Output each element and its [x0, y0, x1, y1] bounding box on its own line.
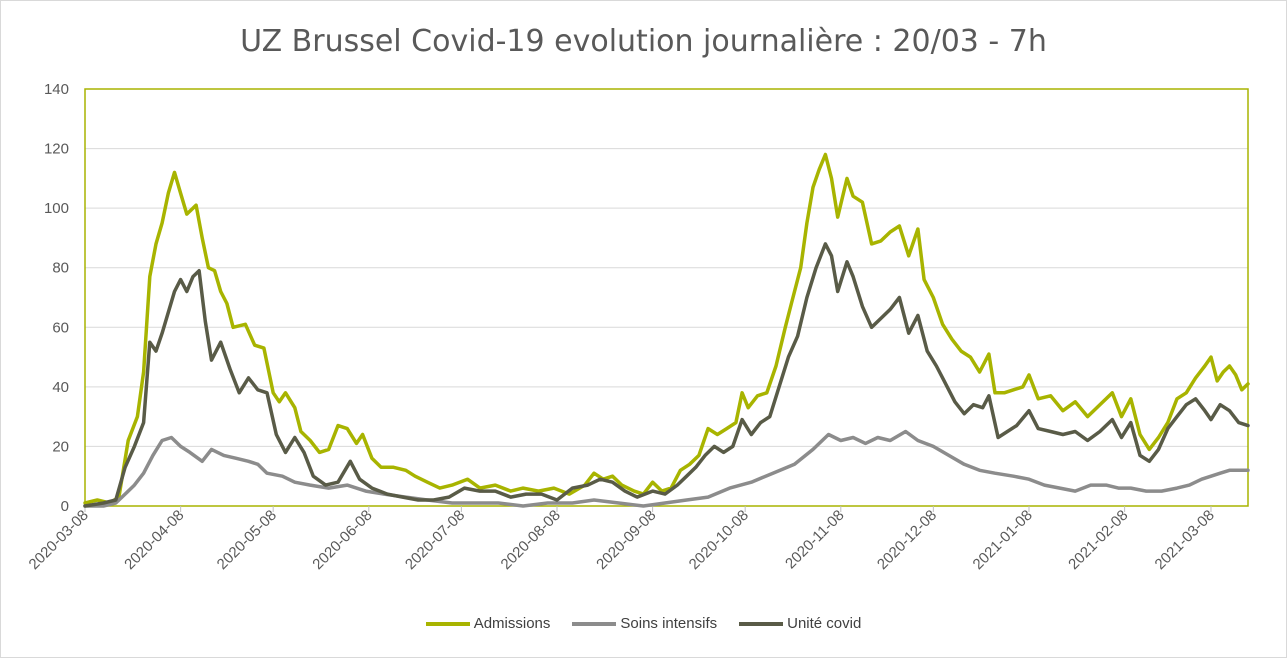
x-tick-label: 2020-05-08 — [214, 507, 280, 573]
y-tick-label: 80 — [52, 260, 69, 277]
plot-area-border — [84, 88, 1249, 507]
series-lines — [83, 152, 1250, 508]
x-tick-label: 2020-03-08 — [26, 507, 92, 573]
y-tick-label: 140 — [44, 81, 69, 98]
chart-title: UZ Brussel Covid-19 evolution journalièr… — [240, 24, 1047, 59]
legend-item: Admissions — [425, 615, 551, 632]
x-tick-label: 2020-09-08 — [593, 507, 659, 573]
legend-swatch — [572, 621, 617, 626]
x-tick-label: 2020-08-08 — [498, 507, 564, 573]
x-tick-label: 2020-12-08 — [874, 507, 940, 573]
x-tick-label: 2020-11-08 — [782, 507, 847, 572]
x-tick-label: 2020-07-08 — [402, 507, 468, 573]
y-tick-label: 40 — [52, 379, 69, 396]
y-tick-label: 20 — [52, 438, 69, 455]
x-tick-label: 2020-06-08 — [309, 507, 375, 573]
y-tick-label: 60 — [52, 319, 69, 336]
legend-swatch — [739, 621, 784, 626]
legend-item: Soins intensifs — [572, 615, 717, 632]
y-tick-label: 100 — [44, 200, 69, 217]
x-axis-ticks: 2020-03-08 2020-04-08 2020-05-08 2020-06-08… — [26, 506, 1218, 573]
x-tick-label: 2021-03-08 — [1152, 507, 1218, 573]
x-tick-label: 2021-02-08 — [1065, 507, 1131, 573]
series-line-admissions — [83, 152, 1250, 505]
y-tick-label: 120 — [44, 141, 69, 158]
legend-label: Soins intensifs — [620, 615, 718, 632]
y-axis-ticks: 0 20 40 60 80 100 120 140 — [44, 81, 69, 515]
legend-item: Unité covid — [739, 615, 861, 632]
legend-swatch — [425, 621, 470, 626]
y-tick-label: 0 — [61, 498, 69, 515]
series-line-soins-intensifs — [83, 429, 1250, 508]
legend: Admissions Soins intensifs Unité covid — [0, 615, 1287, 632]
x-tick-label: 2020-10-08 — [686, 507, 752, 573]
x-tick-label: 2020-04-08 — [121, 507, 187, 573]
x-tick-label: 2021-01-08 — [970, 507, 1036, 573]
legend-label: Unité covid — [787, 615, 862, 632]
legend-label: Admissions — [473, 615, 551, 632]
series-line-unit-covid — [83, 242, 1250, 508]
gridlines — [85, 88, 1248, 447]
